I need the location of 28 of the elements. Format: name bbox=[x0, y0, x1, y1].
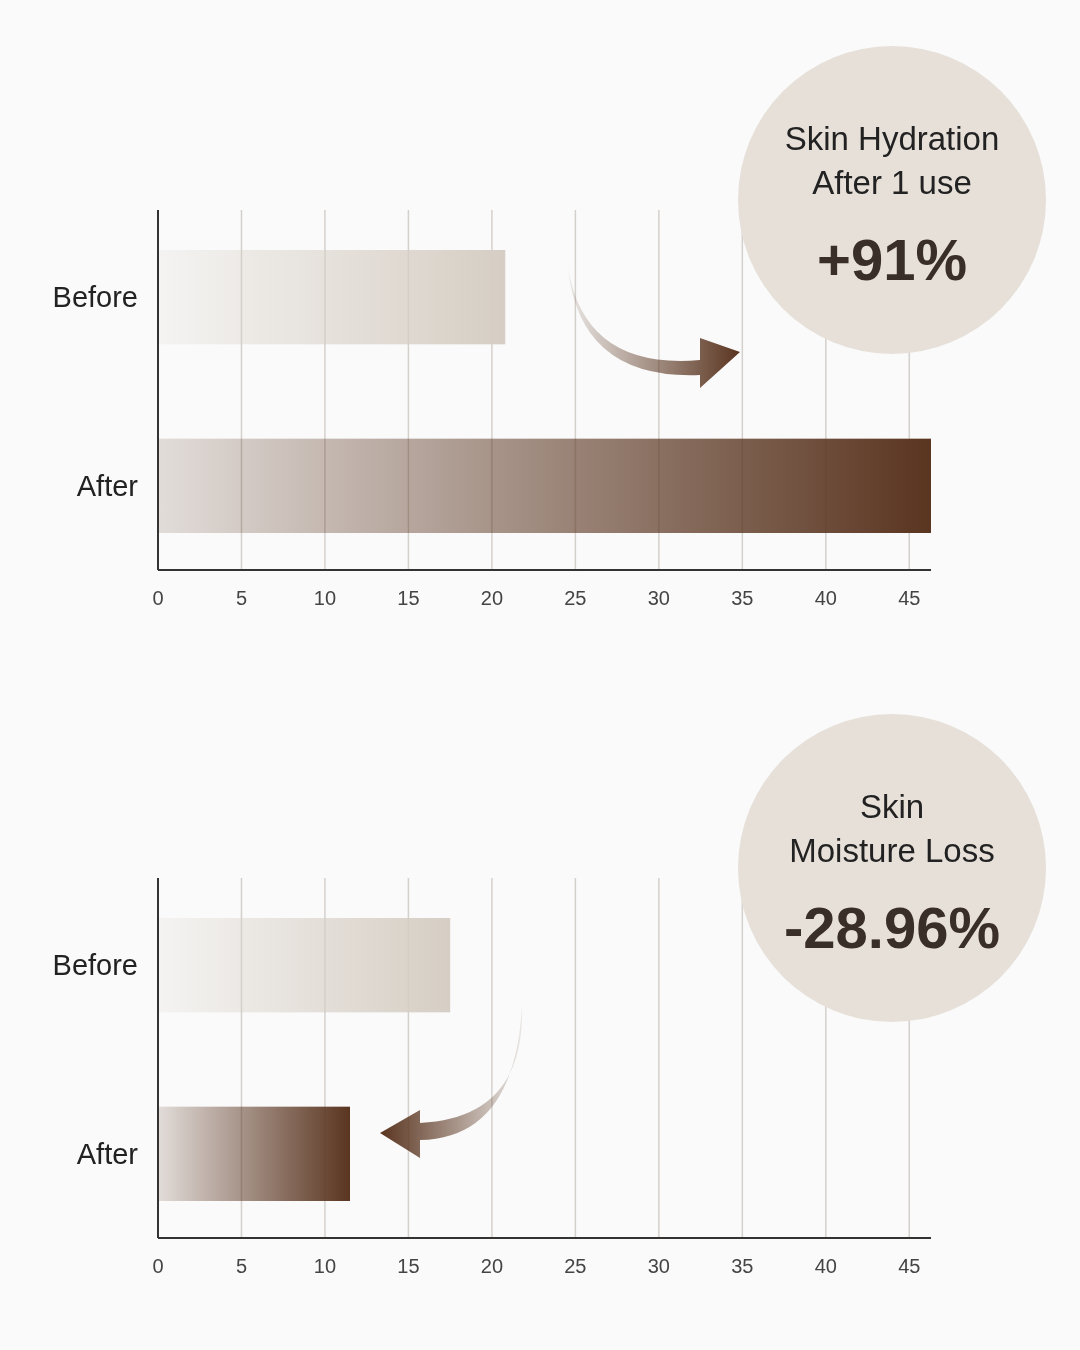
x-tick-label: 20 bbox=[480, 1255, 504, 1277]
annotation: -28.96% bbox=[783, 895, 1001, 960]
chart-title: Skin Hydration After 1 use bbox=[784, 120, 1000, 201]
x-tick-label: 25 bbox=[564, 587, 587, 609]
y-tick-label: Before bbox=[52, 949, 138, 982]
x-tick-label: 40 bbox=[814, 587, 837, 609]
x-tick-label: 30 bbox=[647, 587, 670, 609]
x-tick-label: 35 bbox=[731, 587, 754, 609]
x-tick-label: 0 bbox=[152, 1255, 164, 1277]
chart-title: Skin Moisture Loss bbox=[789, 788, 995, 869]
x-tick-label: 15 bbox=[397, 1255, 420, 1277]
y-tick-label: After bbox=[76, 1137, 139, 1170]
x-tick-label: 35 bbox=[731, 1255, 754, 1277]
x-tick-label: 0 bbox=[152, 587, 164, 609]
annotation: +91% bbox=[817, 227, 967, 292]
x-tick-label: 25 bbox=[564, 1255, 587, 1277]
x-tick-label: 20 bbox=[480, 587, 504, 609]
x-tick-label: 30 bbox=[647, 1255, 670, 1277]
y-tick-label: Before bbox=[52, 281, 138, 314]
x-tick-label: 5 bbox=[235, 587, 248, 609]
x-tick-label: 15 bbox=[397, 587, 420, 609]
x-tick-label: 40 bbox=[814, 1255, 837, 1277]
x-tick-label: 5 bbox=[235, 1255, 248, 1277]
x-tick-label: 45 bbox=[898, 1255, 921, 1277]
y-tick-label: After bbox=[76, 469, 139, 502]
x-tick-label: 45 bbox=[898, 587, 921, 609]
x-tick-label: 10 bbox=[313, 1255, 337, 1277]
x-tick-label: 10 bbox=[313, 587, 337, 609]
